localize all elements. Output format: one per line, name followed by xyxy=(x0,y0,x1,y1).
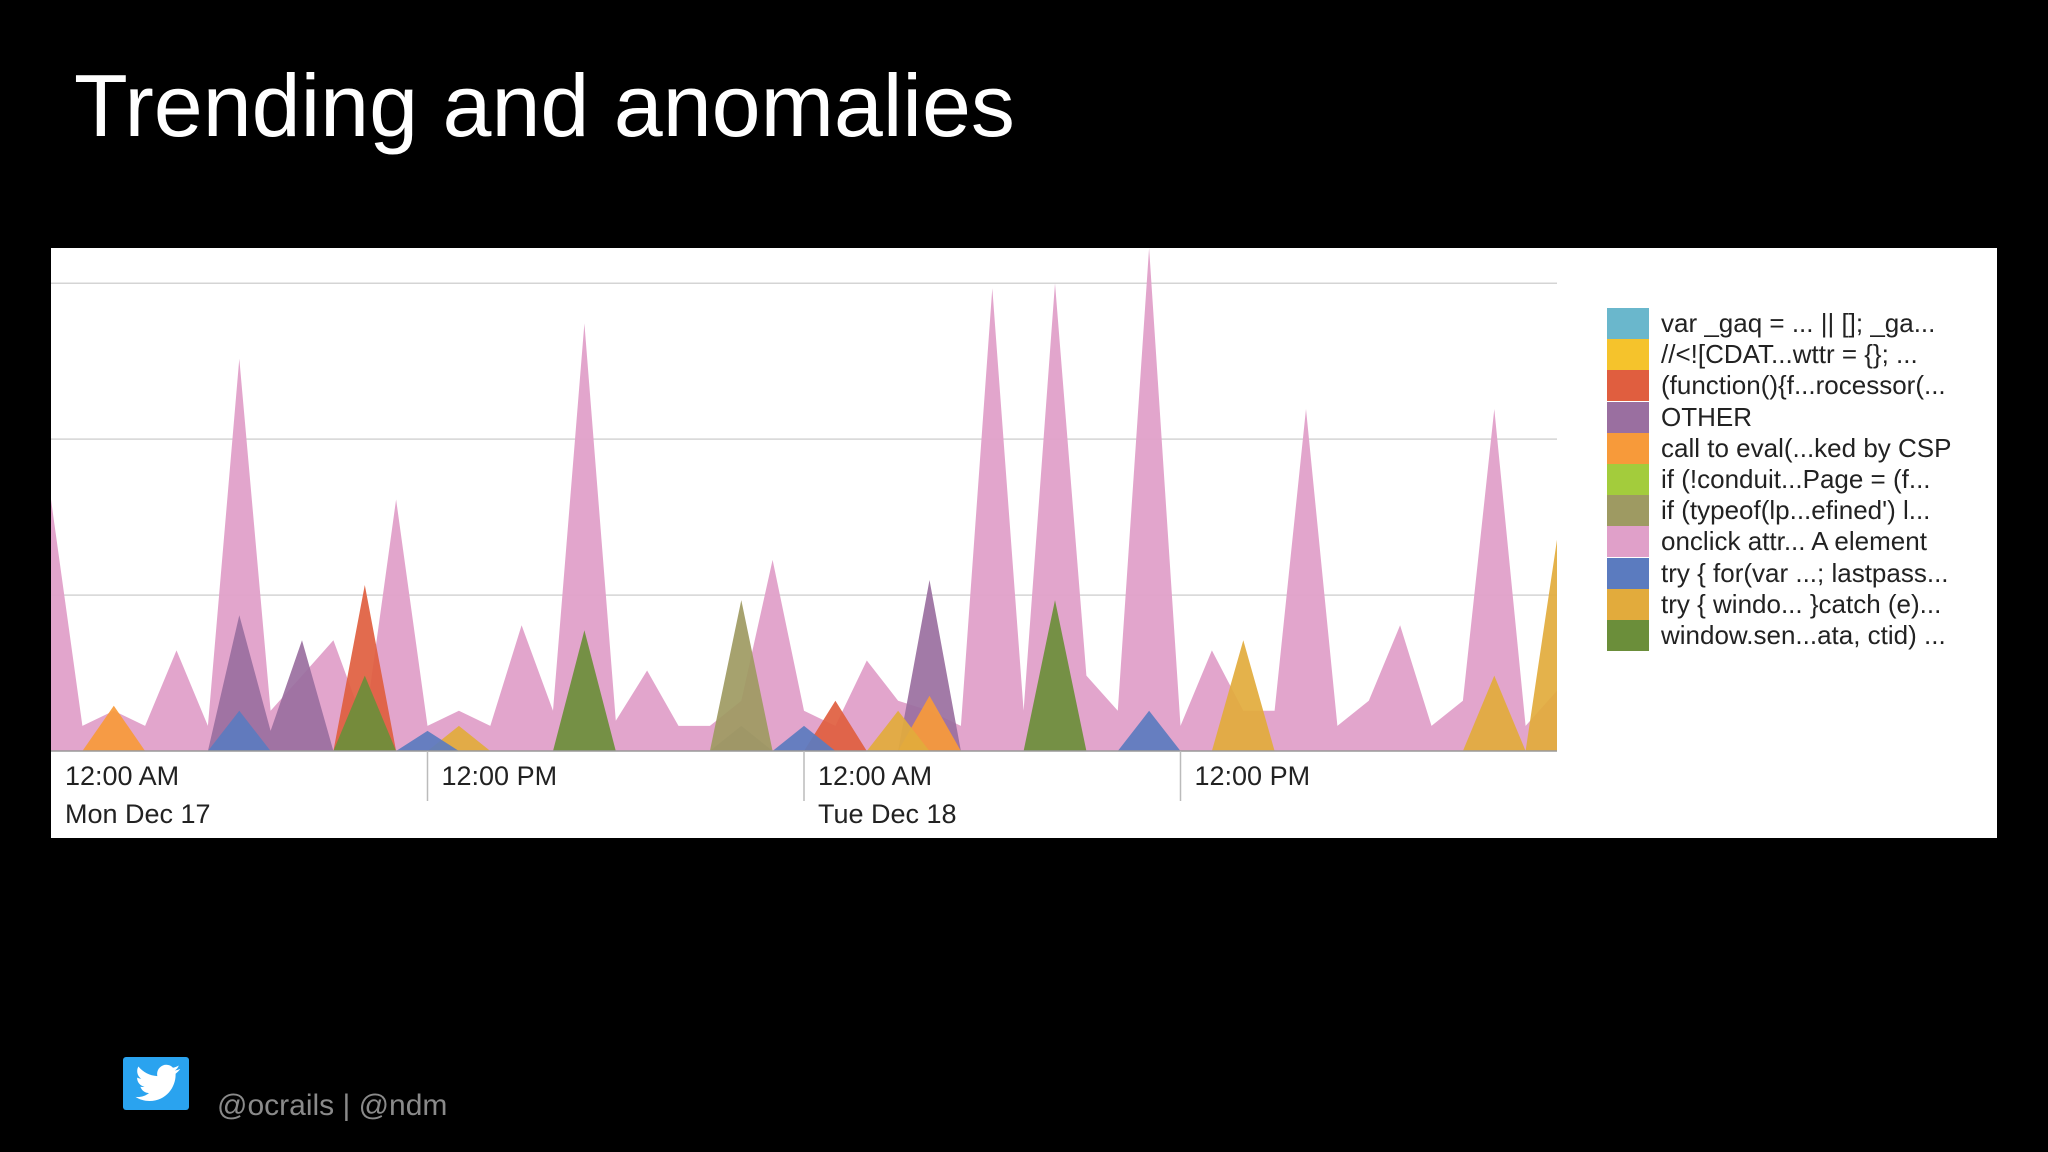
legend-swatch xyxy=(1607,526,1649,558)
legend-label: if (!conduit...Page = (f... xyxy=(1661,464,1931,495)
legend-label: call to eval(...ked by CSP xyxy=(1661,432,1952,463)
grid-lines xyxy=(51,282,1557,596)
legend-swatch xyxy=(1607,588,1649,620)
slide-title: Trending and anomalies xyxy=(74,56,1015,155)
legend-swatch xyxy=(1607,619,1649,651)
legend-label: onclick attr... A element xyxy=(1661,526,1927,557)
legend-label: //<![CDAT...wttr = {}; ... xyxy=(1661,339,1918,370)
twitter-bird-icon xyxy=(123,1057,189,1110)
legend-swatch xyxy=(1607,464,1649,496)
legend-label: OTHER xyxy=(1661,401,1752,432)
legend-label: var _gaq = ... || []; _ga... xyxy=(1661,308,1936,339)
legend-swatch xyxy=(1607,557,1649,589)
legend-item[interactable]: OTHER xyxy=(1607,401,1991,433)
series-area-2 xyxy=(51,585,1557,751)
legend-label: try { windo... }catch (e)... xyxy=(1661,588,1942,619)
legend-swatch xyxy=(1607,432,1649,464)
legend-label: try { for(var ...; lastpass... xyxy=(1661,557,1949,588)
x-tick-label-time: 12:00 PM xyxy=(442,761,558,791)
legend-item[interactable]: //<![CDAT...wttr = {}; ... xyxy=(1607,339,1991,371)
x-tick-label-time: 12:00 AM xyxy=(818,761,932,791)
legend-item[interactable]: onclick attr... A element xyxy=(1607,526,1991,558)
legend-item[interactable]: try { windo... }catch (e)... xyxy=(1607,588,1991,620)
legend-swatch xyxy=(1607,401,1649,433)
area-chart: 12:00 AM Mon Dec 17 12:00 PM 12:00 AM Tue De… xyxy=(51,248,1557,829)
x-tick-label-time: 12:00 AM xyxy=(65,761,179,791)
x-axis: 12:00 AM Mon Dec 17 12:00 PM 12:00 AM Tue De… xyxy=(51,750,1557,829)
legend-item[interactable]: (function(){f...rocessor(... xyxy=(1607,370,1991,402)
x-tick-label-date: Mon Dec 17 xyxy=(65,799,211,829)
legend-item[interactable]: var _gaq = ... || []; _ga... xyxy=(1607,308,1991,340)
legend-swatch xyxy=(1607,308,1649,340)
series-area-7 xyxy=(51,248,1557,751)
chart-panel: 12:00 AM Mon Dec 17 12:00 PM 12:00 AM Tue De… xyxy=(51,248,1997,838)
legend-item[interactable]: if (!conduit...Page = (f... xyxy=(1607,464,1991,496)
legend-label: window.sen...ata, ctid) ... xyxy=(1661,619,1946,650)
legend-item[interactable]: call to eval(...ked by CSP xyxy=(1607,432,1991,464)
legend-item[interactable]: try { for(var ...; lastpass... xyxy=(1607,557,1991,589)
legend-swatch xyxy=(1607,339,1649,371)
x-tick-label-date: Tue Dec 18 xyxy=(818,799,957,829)
legend-swatch xyxy=(1607,370,1649,402)
legend-label: (function(){f...rocessor(... xyxy=(1661,370,1946,401)
legend-item[interactable]: window.sen...ata, ctid) ... xyxy=(1607,619,1991,651)
chart-legend: var _gaq = ... || []; _ga...//<![CDAT...… xyxy=(1607,308,1991,651)
legend-label: if (typeof(lp...efined') l... xyxy=(1661,495,1931,526)
series-area-8 xyxy=(51,710,1557,751)
series-layer xyxy=(51,248,1557,751)
legend-swatch xyxy=(1607,495,1649,527)
x-tick-label-time: 12:00 PM xyxy=(1195,761,1311,791)
legend-item[interactable]: if (typeof(lp...efined') l... xyxy=(1607,495,1991,527)
footer-handles: @ocrails | @ndm xyxy=(217,1089,448,1122)
